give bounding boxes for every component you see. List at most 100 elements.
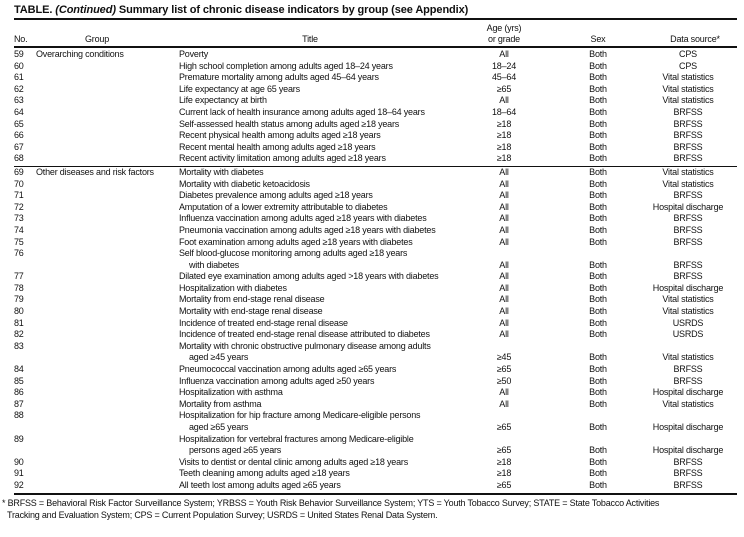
title-line: Amputation of a lower extremity attribut… [179, 201, 388, 212]
sex: Both [589, 422, 607, 432]
indicator-number: 68 [14, 153, 24, 164]
table-row: 81 Incidence of treated end-stage renal d… [14, 318, 737, 330]
table-row: 62 Life expectancy at age 65 years ≥65 Both… [14, 84, 737, 96]
indicator-title: Poverty [179, 49, 208, 61]
title-line: High school completion among adults aged… [179, 60, 393, 71]
title-line: Mortality with diabetes [179, 166, 264, 177]
table-row: 61 Premature mortality among adults aged … [14, 72, 737, 84]
age-group: ≥18 [496, 130, 512, 141]
caption-text: Summary list of chronic disease indicato… [118, 4, 469, 16]
header-no: No. [14, 34, 28, 44]
data-source: Vital statistics [662, 95, 714, 106]
indicator-number: 65 [14, 118, 24, 129]
title-line: Recent physical health among adults aged… [179, 130, 381, 141]
sex: Both [589, 306, 607, 317]
indicator-title: Life expectancy at birth [179, 95, 267, 107]
title-line: Diabetes prevalence among adults aged ≥1… [179, 190, 373, 201]
data-source: BRFSS [673, 236, 703, 247]
indicator-title: Mortality from end-stage renal disease [179, 294, 325, 306]
age-group: ≥18 [496, 141, 512, 152]
indicator-number: 81 [14, 317, 24, 328]
data-source: Hospital discharge [652, 445, 724, 456]
sex: Both [589, 271, 607, 282]
data-source: BRFSS [673, 468, 703, 479]
title-line: Mortality with end-stage renal disease [179, 306, 323, 317]
indicator-title: Amputation of a lower extremity attribut… [179, 201, 388, 214]
data-source: BRFSS [673, 153, 703, 164]
title-line: Hospitalization for hip fracture among M… [179, 410, 421, 421]
sex: Both [589, 60, 607, 71]
sex: Both [589, 190, 607, 201]
age-group: All [499, 271, 509, 282]
title-line: Current lack of health insurance among a… [179, 106, 425, 117]
age-group: ≥65 [496, 364, 512, 375]
indicator-title: Recent activity limitation among adults … [179, 153, 386, 165]
table-row: 87 Mortality from asthma All Both Vital stat… [14, 399, 737, 411]
indicator-title: Hospitalization for vertebral fractures … [179, 434, 414, 457]
title-line: Mortality from asthma [179, 398, 262, 409]
data-source: BRFSS [673, 271, 703, 282]
sex: Both [589, 201, 607, 212]
age-group: ≥65 [496, 422, 512, 432]
title-line: Poverty [179, 49, 209, 59]
data-source: BRFSS [673, 479, 703, 490]
data-source: BRFSS [673, 118, 703, 129]
title-line: Visits to dentist or dental clinic among… [179, 456, 409, 467]
group-name: Overarching conditions [36, 49, 124, 59]
table-row: 74 Pneumonia vaccination among adults age… [14, 225, 737, 237]
title-line: Mortality with chronic obstructive pulmo… [179, 340, 431, 351]
title-line: Influenza vaccination among adults aged … [179, 375, 375, 386]
sex: Both [589, 364, 607, 375]
table-row: 82 Incidence of treated end-stage renal d… [14, 329, 737, 341]
title-line: Incidence of treated end-stage renal dis… [179, 329, 430, 340]
table-label: TABLE. [14, 4, 53, 16]
data-source: CPS [679, 49, 697, 59]
data-source: Hospital discharge [652, 422, 724, 432]
title-line: Pneumonia vaccination among adults aged … [179, 224, 436, 235]
age-group: ≥45 [496, 352, 512, 363]
table-row: 69 Other diseases and risk factors Mortali… [14, 165, 737, 179]
age-group: All [499, 95, 509, 106]
indicator-number: 86 [14, 387, 24, 398]
table-row: 59 Overarching conditions Poverty All Both CP… [14, 49, 737, 61]
title-line: Pneumococcal vaccination among adults ag… [179, 364, 397, 375]
table-row: 71 Diabetes prevalence among adults aged … [14, 190, 737, 202]
indicator-title: Recent physical health among adults aged… [179, 130, 381, 142]
header-title: Title [302, 34, 318, 44]
indicator-number: 63 [14, 95, 24, 106]
sex: Both [589, 294, 607, 305]
age-group: ≥65 [496, 83, 512, 94]
age-group: All [499, 282, 509, 293]
header-age-line2: or grade [488, 34, 520, 44]
indicator-number: 85 [14, 375, 24, 386]
age-group: 45–64 [491, 72, 517, 83]
table-row: 68 Recent activity limitation among adult… [14, 153, 737, 165]
indicator-number: 74 [14, 224, 24, 235]
data-source: Vital statistics [662, 306, 714, 317]
age-group: ≥18 [496, 153, 512, 164]
indicator-number: 75 [14, 236, 24, 247]
sex: Both [589, 118, 607, 129]
table-caption: TABLE. (Continued) Summary list of chron… [14, 4, 468, 16]
sex: Both [589, 352, 607, 363]
indicator-title: Hospitalization with diabetes [179, 283, 287, 295]
table-row: 77 Dilated eye examination among adults a… [14, 271, 737, 283]
indicator-title: Life expectancy at age 65 years [179, 84, 300, 96]
title-line: Recent mental health among adults aged ≥… [179, 141, 376, 152]
table-row: 72 Amputation of a lower extremity attrib… [14, 202, 737, 214]
table-row: 63 Life expectancy at birth All Both Vital s… [14, 95, 737, 107]
title-line: Life expectancy at birth [179, 95, 267, 106]
title-line: All teeth lost among adults aged ≥65 yea… [179, 479, 341, 490]
indicator-title: Diabetes prevalence among adults aged ≥1… [179, 190, 373, 202]
sex: Both [589, 178, 607, 189]
indicator-title: Pneumococcal vaccination among adults ag… [179, 364, 396, 376]
indicator-title: Mortality with chronic obstructive pulmo… [179, 341, 431, 364]
indicator-number: 76 [14, 248, 24, 259]
sex: Both [589, 166, 607, 177]
title-line: Mortality from end-stage renal disease [179, 294, 325, 305]
indicator-title: Hospitalization with asthma [179, 387, 283, 399]
sex: Both [589, 398, 607, 409]
indicator-number: 78 [14, 282, 24, 293]
sex: Both [589, 141, 607, 152]
table-row: 85 Influenza vaccination among adults age… [14, 376, 737, 388]
